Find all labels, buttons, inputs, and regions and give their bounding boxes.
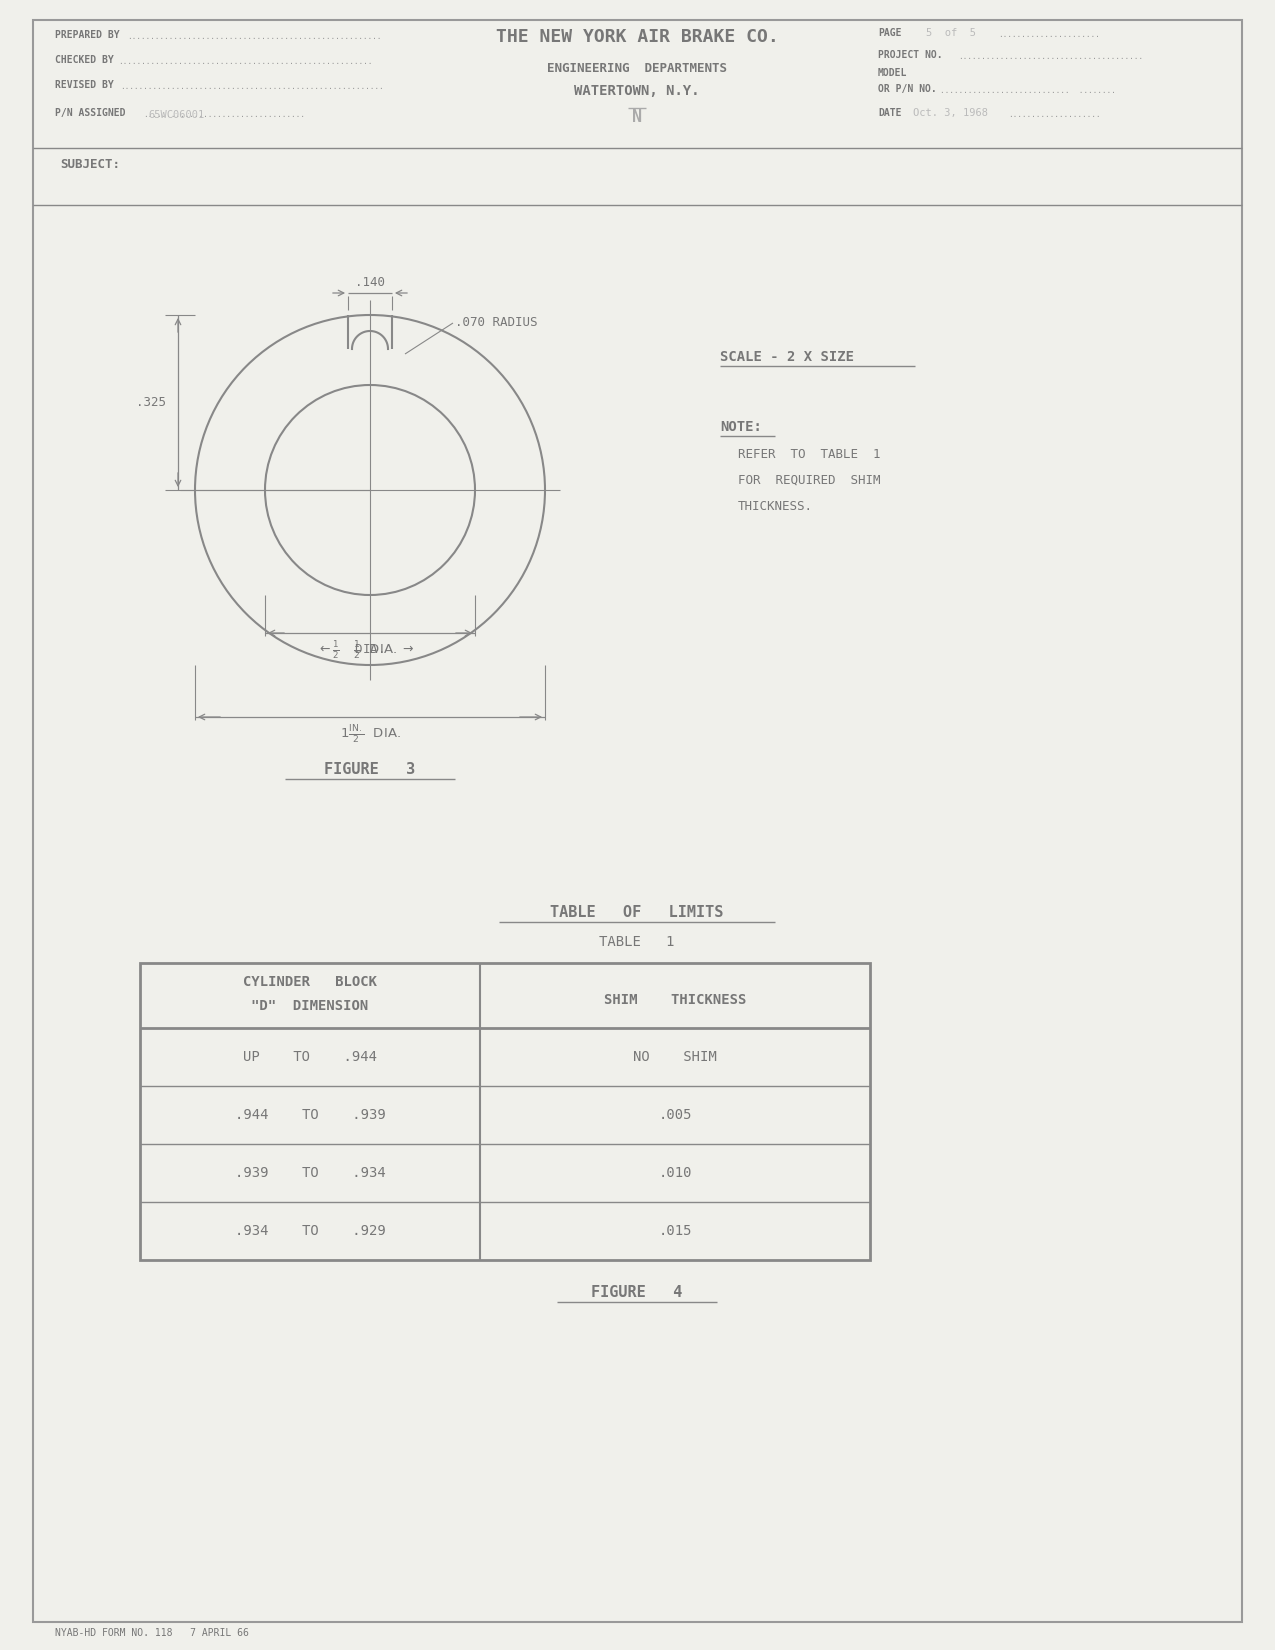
Text: .934    TO    .929: .934 TO .929 xyxy=(235,1224,385,1238)
Text: ENGINEERING  DEPARTMENTS: ENGINEERING DEPARTMENTS xyxy=(547,63,727,74)
Text: ....................: .................... xyxy=(1009,111,1100,119)
Text: $\frac{1}{2}$  DIA.: $\frac{1}{2}$ DIA. xyxy=(353,640,397,662)
Text: FIGURE   3: FIGURE 3 xyxy=(324,762,416,777)
Text: ...................................: ................................... xyxy=(143,111,305,119)
Text: 1$\frac{\mathrm{IN.}}{2}$  DIA.: 1$\frac{\mathrm{IN.}}{2}$ DIA. xyxy=(339,724,400,746)
Text: .010: .010 xyxy=(658,1167,692,1180)
Text: CHECKED BY: CHECKED BY xyxy=(55,54,113,64)
Text: NOTE:: NOTE: xyxy=(720,421,762,434)
Text: FOR  REQUIRED  SHIM: FOR REQUIRED SHIM xyxy=(738,474,881,487)
Text: Oct. 3, 1968: Oct. 3, 1968 xyxy=(913,107,988,119)
Text: .005: .005 xyxy=(658,1109,692,1122)
Text: MODEL: MODEL xyxy=(878,68,908,78)
Bar xyxy=(140,964,870,1261)
Text: .015: .015 xyxy=(658,1224,692,1238)
Text: .939    TO    .934: .939 TO .934 xyxy=(235,1167,385,1180)
Text: OR P/N NO.: OR P/N NO. xyxy=(878,84,937,94)
Text: $\leftarrow\frac{1}{2}$  DIA.  $\rightarrow$: $\leftarrow\frac{1}{2}$ DIA. $\rightarro… xyxy=(316,639,413,662)
Text: UP    TO    .944: UP TO .944 xyxy=(244,1049,377,1064)
Text: SHIM    THICKNESS: SHIM THICKNESS xyxy=(604,993,746,1006)
Text: 5  of  5: 5 of 5 xyxy=(926,28,975,38)
Text: .070 RADIUS: .070 RADIUS xyxy=(455,317,538,330)
Text: FIGURE   4: FIGURE 4 xyxy=(592,1285,682,1300)
Text: .325: .325 xyxy=(136,396,166,409)
Text: TABLE   OF   LIMITS: TABLE OF LIMITS xyxy=(551,904,724,921)
Text: .......................................................: ........................................… xyxy=(119,58,372,66)
Text: .......................................................: ........................................… xyxy=(128,31,381,41)
Text: P/N ASSIGNED: P/N ASSIGNED xyxy=(55,107,125,119)
Text: 65WC06001: 65WC06001 xyxy=(148,111,204,120)
Text: ............................  ........: ............................ ........ xyxy=(940,86,1116,96)
Text: PROJECT NO.: PROJECT NO. xyxy=(878,50,942,59)
Text: NYAB-HD FORM NO. 118   7 APRIL 66: NYAB-HD FORM NO. 118 7 APRIL 66 xyxy=(55,1629,249,1638)
Text: NO    SHIM: NO SHIM xyxy=(634,1049,717,1064)
Text: PREPARED BY: PREPARED BY xyxy=(55,30,120,40)
Text: ........................................: ........................................ xyxy=(958,53,1142,61)
Text: PAGE: PAGE xyxy=(878,28,901,38)
Text: ......................: ...................... xyxy=(998,30,1100,40)
Text: THE NEW YORK AIR BRAKE CO.: THE NEW YORK AIR BRAKE CO. xyxy=(496,28,778,46)
Text: WATERTOWN, N.Y.: WATERTOWN, N.Y. xyxy=(574,84,700,97)
Text: .944    TO    .939: .944 TO .939 xyxy=(235,1109,385,1122)
Text: .140: .140 xyxy=(354,276,385,289)
Text: N: N xyxy=(632,107,643,125)
Text: REVISED BY: REVISED BY xyxy=(55,79,113,91)
Text: DATE: DATE xyxy=(878,107,901,119)
Text: .........................................................: ........................................… xyxy=(120,82,384,91)
Text: REFER  TO  TABLE  1: REFER TO TABLE 1 xyxy=(738,449,881,460)
Text: SCALE - 2 X SIZE: SCALE - 2 X SIZE xyxy=(720,350,854,365)
Text: CYLINDER   BLOCK: CYLINDER BLOCK xyxy=(244,975,377,988)
Text: SUBJECT:: SUBJECT: xyxy=(60,158,120,172)
Text: TABLE   1: TABLE 1 xyxy=(599,936,674,949)
Text: "D"  DIMENSION: "D" DIMENSION xyxy=(251,998,368,1013)
Text: THICKNESS.: THICKNESS. xyxy=(738,500,813,513)
